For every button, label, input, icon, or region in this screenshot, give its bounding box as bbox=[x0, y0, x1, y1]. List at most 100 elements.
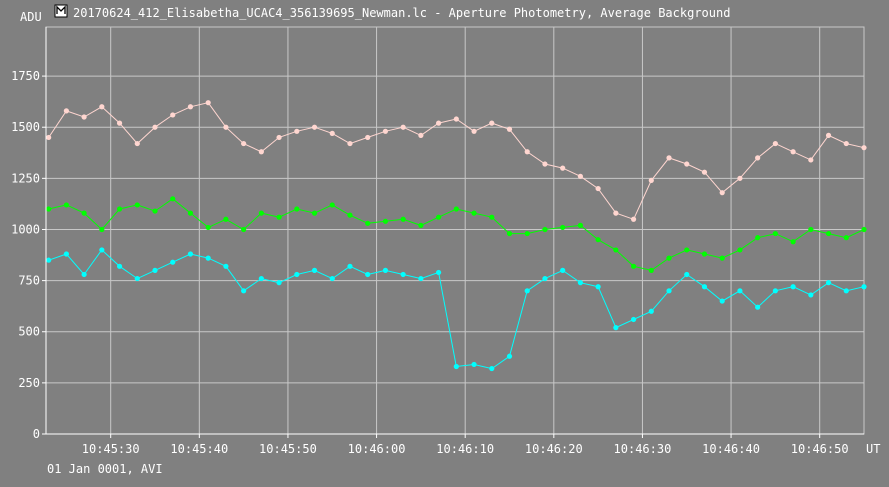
data-point bbox=[382, 267, 389, 273]
data-point bbox=[187, 210, 194, 216]
data-point bbox=[506, 353, 513, 359]
y-tick-label: 500 bbox=[18, 325, 40, 339]
data-point bbox=[471, 210, 477, 216]
data-point bbox=[666, 255, 672, 261]
data-point bbox=[99, 226, 105, 233]
data-point bbox=[861, 145, 867, 151]
data-point bbox=[701, 251, 708, 257]
data-point bbox=[99, 104, 105, 110]
data-point bbox=[471, 361, 477, 368]
data-point bbox=[506, 230, 513, 237]
data-point bbox=[436, 214, 442, 220]
data-point bbox=[719, 298, 725, 304]
data-point bbox=[684, 247, 690, 253]
data-point bbox=[613, 210, 619, 216]
axes: 0 250 500 750 1000 1250 1500 1750 10:45:30 10:45:… bbox=[11, 27, 864, 456]
data-point bbox=[99, 247, 105, 253]
data-point bbox=[861, 284, 867, 290]
data-point bbox=[329, 130, 335, 136]
data-point bbox=[755, 155, 761, 161]
data-point bbox=[471, 128, 477, 134]
y-tick-label: 1750 bbox=[11, 69, 40, 83]
data-point bbox=[843, 235, 849, 241]
data-point bbox=[595, 185, 601, 192]
data-point bbox=[489, 214, 495, 220]
data-point bbox=[400, 271, 406, 278]
x-tick-label: 10:46:10 bbox=[436, 442, 494, 456]
data-point bbox=[453, 116, 459, 122]
data-point bbox=[63, 251, 69, 257]
data-point bbox=[630, 263, 637, 269]
data-point bbox=[772, 140, 778, 147]
data-point bbox=[81, 210, 87, 216]
data-point bbox=[808, 226, 814, 233]
data-point bbox=[258, 149, 264, 155]
data-point bbox=[808, 157, 814, 163]
data-point bbox=[294, 128, 300, 134]
data-point bbox=[276, 134, 282, 141]
data-point bbox=[524, 149, 530, 155]
data-point bbox=[825, 132, 832, 138]
data-point bbox=[63, 202, 69, 208]
data-point bbox=[666, 288, 672, 294]
data-point bbox=[81, 114, 87, 120]
data-point bbox=[223, 124, 229, 130]
data-point bbox=[436, 269, 442, 276]
data-point bbox=[719, 190, 725, 196]
data-point bbox=[294, 271, 300, 278]
data-point bbox=[241, 226, 247, 233]
data-point bbox=[666, 155, 672, 161]
x-tick-label: 10:46:50 bbox=[791, 442, 849, 456]
data-point bbox=[772, 230, 778, 237]
data-point bbox=[170, 196, 176, 202]
data-point bbox=[152, 267, 158, 273]
x-axis-label: UT bbox=[866, 442, 880, 456]
data-point bbox=[489, 120, 495, 126]
data-point bbox=[648, 267, 654, 273]
data-point bbox=[311, 124, 318, 130]
data-point bbox=[365, 220, 371, 226]
data-point bbox=[276, 280, 282, 286]
data-point bbox=[790, 284, 796, 290]
data-point bbox=[737, 175, 743, 181]
data-point bbox=[436, 120, 442, 126]
data-point bbox=[737, 247, 743, 253]
data-point bbox=[825, 230, 832, 237]
series-0 bbox=[46, 100, 867, 222]
data-point bbox=[613, 325, 619, 331]
data-point bbox=[347, 263, 353, 269]
data-point bbox=[755, 304, 761, 310]
series-line bbox=[48, 249, 865, 370]
data-point bbox=[542, 275, 548, 282]
data-point bbox=[134, 140, 140, 147]
data-point bbox=[258, 275, 264, 282]
data-point bbox=[382, 128, 389, 134]
y-tick-label: 1250 bbox=[11, 171, 40, 185]
x-tick-label: 10:46:30 bbox=[614, 442, 672, 456]
data-point bbox=[223, 216, 229, 222]
data-point bbox=[116, 120, 123, 126]
data-point bbox=[577, 222, 584, 228]
data-point bbox=[719, 255, 725, 261]
x-tick-label: 10:45:40 bbox=[170, 442, 228, 456]
data-point bbox=[577, 280, 584, 286]
x-tick-label: 10:45:50 bbox=[259, 442, 317, 456]
y-tick-label: 0 bbox=[33, 427, 40, 441]
data-point bbox=[861, 226, 867, 233]
data-point bbox=[276, 214, 282, 220]
data-point bbox=[311, 210, 318, 216]
x-tick-label: 10:46:40 bbox=[702, 442, 760, 456]
series-layer bbox=[46, 100, 867, 372]
data-point bbox=[595, 284, 601, 290]
data-point bbox=[400, 124, 406, 130]
data-point bbox=[81, 271, 87, 278]
series-2 bbox=[46, 247, 867, 372]
data-point bbox=[524, 230, 530, 237]
data-point bbox=[170, 112, 176, 118]
data-point bbox=[418, 222, 424, 228]
data-point bbox=[187, 251, 194, 257]
save-image-icon[interactable] bbox=[54, 4, 68, 18]
data-point bbox=[241, 288, 247, 294]
data-point bbox=[223, 263, 229, 269]
